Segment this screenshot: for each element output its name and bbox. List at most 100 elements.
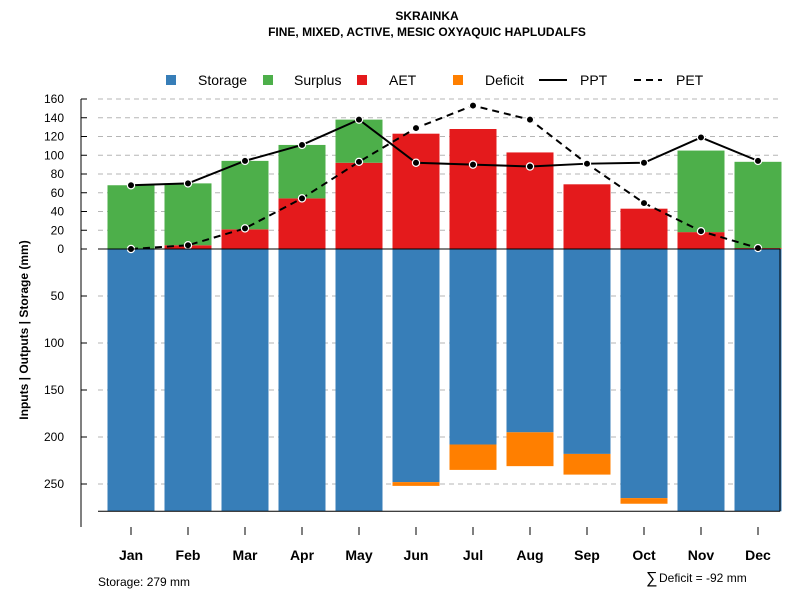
deficit-bar-sep xyxy=(563,453,611,475)
ppt-point-sep xyxy=(582,159,592,168)
storage-bar-may xyxy=(335,249,383,512)
y-tick-label: 40 xyxy=(51,205,65,219)
y-tick-label: 20 xyxy=(51,223,65,237)
aet-bar-apr xyxy=(278,198,326,249)
pet-point-dec xyxy=(753,243,763,253)
x-tick-label-feb: Feb xyxy=(176,547,201,563)
y-axis-label: Inputs | Outputs | Storage (mm) xyxy=(17,240,31,419)
storage-bar-nov xyxy=(677,249,725,512)
ppt-point-mar xyxy=(240,156,250,166)
chart-title: SKRAINKA xyxy=(395,9,459,23)
x-tick-label-apr: Apr xyxy=(290,547,315,563)
aet-bar-may xyxy=(335,162,383,249)
pet-point-may xyxy=(354,157,364,167)
legend-swatch-deficit xyxy=(453,75,463,85)
storage-bar-mar xyxy=(221,249,269,512)
ppt-point-jan xyxy=(126,181,136,190)
deficit-bar-aug xyxy=(506,432,554,467)
storage-bar-aug xyxy=(506,249,554,433)
aet-bar-jul xyxy=(449,129,497,249)
legend-label-ppt: PPT xyxy=(580,72,608,88)
legend-label-deficit: Deficit xyxy=(485,72,524,88)
surplus-bar-apr xyxy=(278,144,326,199)
x-tick-label-nov: Nov xyxy=(688,547,715,563)
storage-note: Storage: 279 mm xyxy=(98,575,190,589)
y-tick-label: 140 xyxy=(44,111,64,125)
legend-label-storage: Storage xyxy=(198,72,247,88)
x-tick-label-dec: Dec xyxy=(745,547,771,563)
aet-bar-nov xyxy=(677,232,725,249)
ppt-point-aug xyxy=(525,162,535,171)
pet-point-mar xyxy=(240,224,250,233)
legend-label-surplus: Surplus xyxy=(294,72,341,88)
x-tick-label-jan: Jan xyxy=(119,547,143,563)
x-tick-label-sep: Sep xyxy=(574,547,600,563)
y-tick-label: 100 xyxy=(44,336,64,350)
x-tick-label-may: May xyxy=(345,547,372,563)
legend-swatch-surplus xyxy=(263,75,273,85)
legend-label-aet: AET xyxy=(389,72,417,88)
storage-bar-apr xyxy=(278,249,326,512)
deficit-note: Deficit = -92 mm xyxy=(659,571,747,585)
surplus-bar-nov xyxy=(677,150,725,233)
ppt-point-apr xyxy=(297,140,307,150)
surplus-bar-jan xyxy=(107,185,155,249)
pet-point-oct xyxy=(639,198,649,208)
ppt-point-oct xyxy=(639,158,649,167)
x-tick-label-aug: Aug xyxy=(516,547,543,563)
bars xyxy=(107,119,782,512)
pet-point-jun xyxy=(411,123,421,133)
surplus-bar-dec xyxy=(734,161,782,249)
storage-bar-feb xyxy=(164,249,212,512)
y-tick-label: 200 xyxy=(44,430,64,444)
y-tick-label: 100 xyxy=(44,148,64,162)
y-tick-label: 250 xyxy=(44,477,64,491)
aet-bar-sep xyxy=(563,184,611,249)
ppt-point-feb xyxy=(183,179,193,188)
storage-bar-jun xyxy=(392,249,440,483)
deficit-bar-jul xyxy=(449,444,497,470)
y-tick-label: 120 xyxy=(44,130,64,144)
legend-label-pet: PET xyxy=(676,72,704,88)
series-lines xyxy=(126,101,763,254)
legend-swatch-aet xyxy=(357,75,367,85)
x-tick-label-jul: Jul xyxy=(463,547,483,563)
y-tick-label: 50 xyxy=(51,289,65,303)
storage-bar-oct xyxy=(620,249,668,499)
y-tick-label: 160 xyxy=(44,92,64,106)
x-tick-label-oct: Oct xyxy=(632,547,656,563)
y-tick-label: 150 xyxy=(44,383,64,397)
surplus-bar-mar xyxy=(221,160,269,230)
pet-point-nov xyxy=(696,226,706,236)
deficit-sum-icon: ∑ xyxy=(646,570,657,587)
y-tick-label: 60 xyxy=(51,186,65,200)
y-tick-label: 80 xyxy=(51,167,65,181)
ppt-point-jun xyxy=(411,158,421,167)
aet-bar-jun xyxy=(392,133,440,249)
storage-bar-jan xyxy=(107,249,155,512)
pet-point-jul xyxy=(468,101,478,110)
legend: Storage Surplus AET Deficit PPT PET xyxy=(166,72,704,88)
ppt-point-jul xyxy=(468,160,478,169)
aet-bar-oct xyxy=(620,208,668,249)
ppt-point-nov xyxy=(696,133,706,142)
deficit-bar-oct xyxy=(620,498,668,504)
pet-point-apr xyxy=(297,194,307,203)
chart-subtitle: FINE, MIXED, ACTIVE, MESIC OXYAQUIC HAPL… xyxy=(268,25,586,39)
storage-bar-jul xyxy=(449,249,497,445)
ppt-point-dec xyxy=(753,156,763,166)
y-tick-label: 0 xyxy=(57,242,64,256)
surplus-bar-feb xyxy=(164,183,212,246)
aet-bar-mar xyxy=(221,229,269,249)
ppt-line xyxy=(130,118,759,187)
storage-bar-sep xyxy=(563,249,611,454)
x-tick-label-mar: Mar xyxy=(233,547,258,563)
ppt-point-may xyxy=(354,115,364,124)
deficit-bar-jun xyxy=(392,482,440,486)
pet-point-feb xyxy=(183,241,193,250)
legend-swatch-storage xyxy=(166,75,176,85)
pet-point-aug xyxy=(525,115,535,124)
x-tick-label-jun: Jun xyxy=(404,547,429,563)
